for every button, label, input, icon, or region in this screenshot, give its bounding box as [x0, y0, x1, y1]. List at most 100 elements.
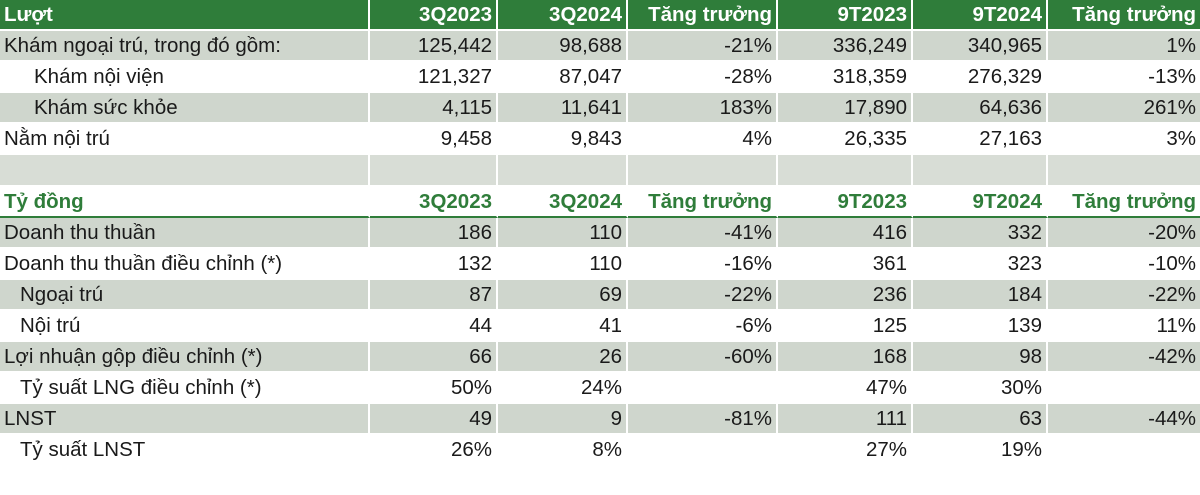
row-label: Khám sức khỏe — [0, 93, 370, 124]
finance-header-3q2024: 3Q2024 — [498, 187, 628, 218]
cell-value: -16% — [628, 249, 778, 280]
cell-value: 11,641 — [498, 93, 628, 124]
cell-value: -41% — [628, 218, 778, 249]
table-row: Doanh thu thuần 186 110 -41% 416 332 -20… — [0, 218, 1200, 249]
cell-value: 4,115 — [370, 93, 498, 124]
cell-value — [1048, 373, 1200, 404]
cell-value: 111 — [778, 404, 913, 435]
row-label: Doanh thu thuần — [0, 218, 370, 249]
table-row: Khám sức khỏe 4,115 11,641 183% 17,890 6… — [0, 93, 1200, 124]
cell-value: 110 — [498, 249, 628, 280]
finance-header-3q2023: 3Q2023 — [370, 187, 498, 218]
cell-value: 125 — [778, 311, 913, 342]
cell-value: 64,636 — [913, 93, 1048, 124]
table-row: Tỷ suất LNST 26% 8% 27% 19% — [0, 435, 1200, 466]
cell-value: 69 — [498, 280, 628, 311]
cell-value: 63 — [913, 404, 1048, 435]
cell-value: 184 — [913, 280, 1048, 311]
cell-value: 361 — [778, 249, 913, 280]
cell-value: 11% — [1048, 311, 1200, 342]
cell-value: -42% — [1048, 342, 1200, 373]
cell-value: 47% — [778, 373, 913, 404]
cell-value: 132 — [370, 249, 498, 280]
cell-value: 41 — [498, 311, 628, 342]
finance-header-9t2024: 9T2024 — [913, 187, 1048, 218]
cell-value: 44 — [370, 311, 498, 342]
visits-header-3q2023: 3Q2023 — [370, 0, 498, 31]
table-row: Nằm nội trú 9,458 9,843 4% 26,335 27,163… — [0, 124, 1200, 155]
cell-value: -28% — [628, 62, 778, 93]
table-row: Nội trú 44 41 -6% 125 139 11% — [0, 311, 1200, 342]
cell-value: 121,327 — [370, 62, 498, 93]
cell-value: 323 — [913, 249, 1048, 280]
visits-header-growth-q: Tăng trưởng — [628, 0, 778, 31]
visits-header-3q2024: 3Q2024 — [498, 0, 628, 31]
visits-header-growth-9t: Tăng trưởng — [1048, 0, 1200, 31]
cell-value: 340,965 — [913, 31, 1048, 62]
cell-value: 87,047 — [498, 62, 628, 93]
row-label: Tỷ suất LNG điều chỉnh (*) — [0, 373, 370, 404]
finance-header-row: Tỷ đồng 3Q2023 3Q2024 Tăng trưởng 9T2023… — [0, 187, 1200, 218]
row-label: Tỷ suất LNST — [0, 435, 370, 466]
cell-value: 125,442 — [370, 31, 498, 62]
row-label: Khám nội viện — [0, 62, 370, 93]
table-row: Lợi nhuận gộp điều chỉnh (*) 66 26 -60% … — [0, 342, 1200, 373]
cell-value: 416 — [778, 218, 913, 249]
finance-header-growth-9t: Tăng trưởng — [1048, 187, 1200, 218]
cell-value: 49 — [370, 404, 498, 435]
cell-value: 261% — [1048, 93, 1200, 124]
cell-value: 183% — [628, 93, 778, 124]
finance-header-growth-q: Tăng trưởng — [628, 187, 778, 218]
cell-value: -81% — [628, 404, 778, 435]
cell-value: 24% — [498, 373, 628, 404]
cell-value: 332 — [913, 218, 1048, 249]
cell-value: 1% — [1048, 31, 1200, 62]
finance-header-label: Tỷ đồng — [0, 187, 370, 218]
visits-header-row: Lượt 3Q2023 3Q2024 Tăng trưởng 9T2023 9T… — [0, 0, 1200, 31]
cell-value: -20% — [1048, 218, 1200, 249]
cell-value: 27% — [778, 435, 913, 466]
table-row: Ngoại trú 87 69 -22% 236 184 -22% — [0, 280, 1200, 311]
cell-value: 186 — [370, 218, 498, 249]
row-label: Khám ngoại trú, trong đó gồm: — [0, 31, 370, 62]
table-row: LNST 49 9 -81% 111 63 -44% — [0, 404, 1200, 435]
cell-value: 8% — [498, 435, 628, 466]
cell-value: 26% — [370, 435, 498, 466]
empty-cell — [778, 155, 913, 187]
row-label: Nằm nội trú — [0, 124, 370, 155]
cell-value — [628, 373, 778, 404]
cell-value: 98,688 — [498, 31, 628, 62]
cell-value: 9,458 — [370, 124, 498, 155]
empty-cell — [498, 155, 628, 187]
cell-value: 236 — [778, 280, 913, 311]
cell-value: 66 — [370, 342, 498, 373]
cell-value — [1048, 435, 1200, 466]
table-row: Tỷ suất LNG điều chỉnh (*) 50% 24% 47% 3… — [0, 373, 1200, 404]
empty-cell — [628, 155, 778, 187]
results-table: Lượt 3Q2023 3Q2024 Tăng trưởng 9T2023 9T… — [0, 0, 1200, 466]
cell-value: 30% — [913, 373, 1048, 404]
cell-value: -22% — [628, 280, 778, 311]
cell-value: 3% — [1048, 124, 1200, 155]
cell-value: 318,359 — [778, 62, 913, 93]
empty-cell — [0, 155, 370, 187]
cell-value: 26 — [498, 342, 628, 373]
cell-value: 27,163 — [913, 124, 1048, 155]
row-label: Ngoại trú — [0, 280, 370, 311]
cell-value: 336,249 — [778, 31, 913, 62]
spacer-row — [0, 155, 1200, 187]
cell-value: 19% — [913, 435, 1048, 466]
cell-value: -44% — [1048, 404, 1200, 435]
table-row: Doanh thu thuần điều chỉnh (*) 132 110 -… — [0, 249, 1200, 280]
cell-value: 9,843 — [498, 124, 628, 155]
row-label: LNST — [0, 404, 370, 435]
row-label: Doanh thu thuần điều chỉnh (*) — [0, 249, 370, 280]
cell-value: -10% — [1048, 249, 1200, 280]
cell-value: 9 — [498, 404, 628, 435]
empty-cell — [1048, 155, 1200, 187]
row-label: Lợi nhuận gộp điều chỉnh (*) — [0, 342, 370, 373]
visits-header-9t2024: 9T2024 — [913, 0, 1048, 31]
cell-value: -21% — [628, 31, 778, 62]
cell-value: 26,335 — [778, 124, 913, 155]
cell-value: 110 — [498, 218, 628, 249]
